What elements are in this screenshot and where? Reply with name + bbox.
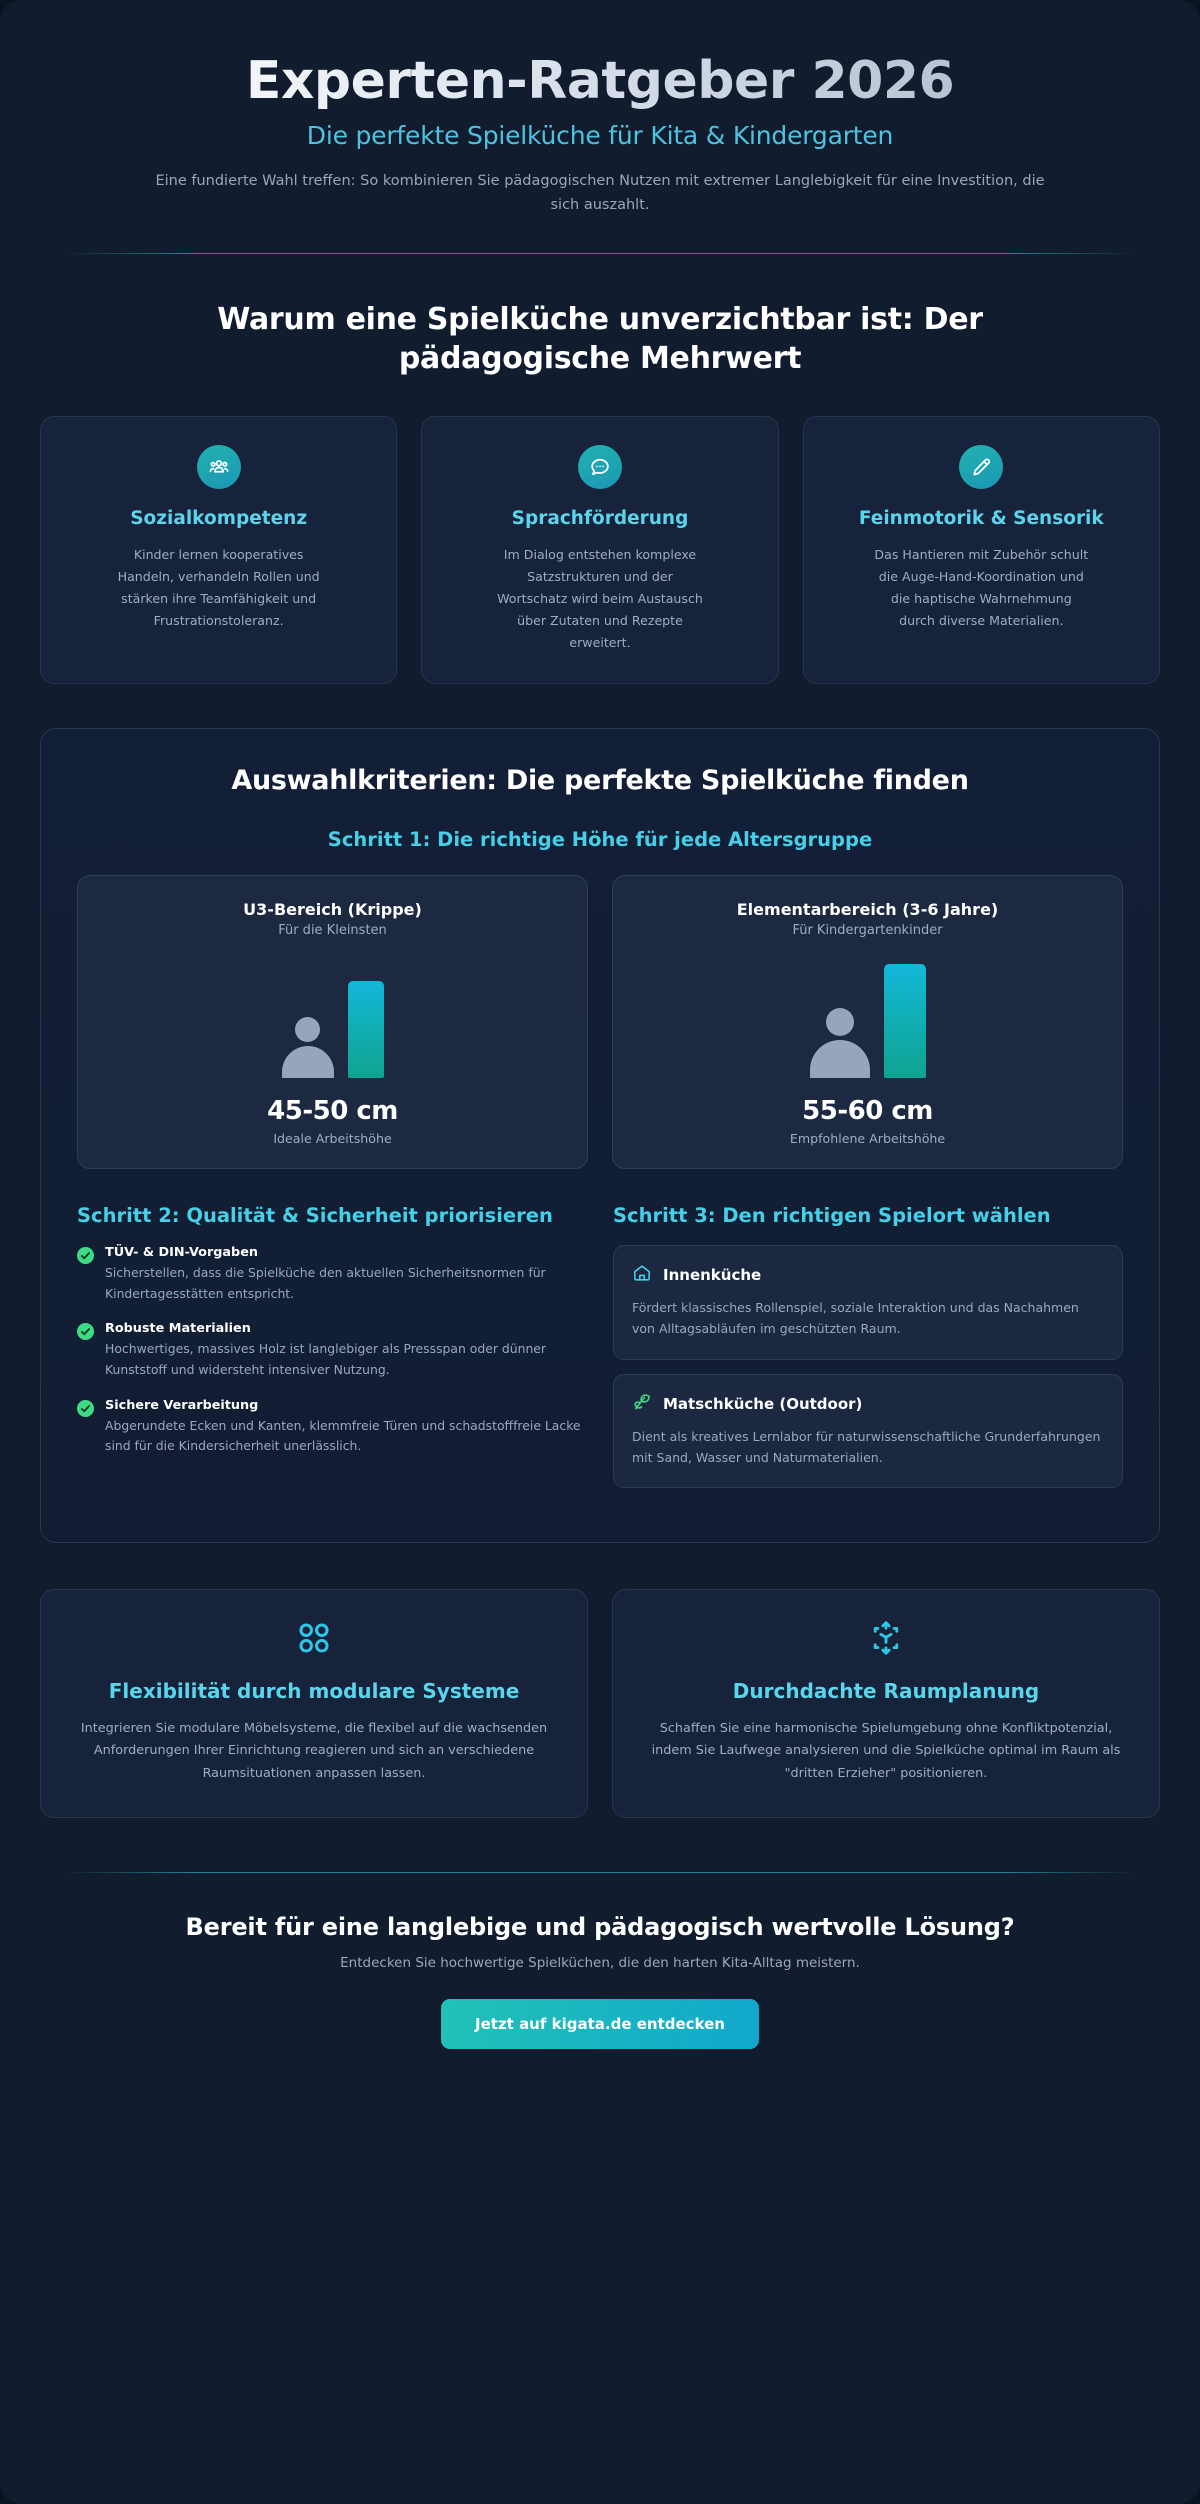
feature-card-flexibilitaet: Flexibilität durch modulare Systeme Inte… [40, 1589, 588, 1818]
height-card-visual [633, 964, 1102, 1079]
cta-divider [70, 1871, 1130, 1873]
benefit-card-text: Kinder lernen kooperatives Handeln, verh… [117, 546, 320, 628]
cta-section: Bereit für eine langlebige und pädagogis… [0, 1873, 1200, 2103]
location-card-text: Fördert klassisches Rollenspiel, soziale… [632, 1300, 1079, 1337]
quality-item-materialien: Robuste Materialien Hochwertiges, massiv… [77, 1321, 587, 1380]
height-card-caption: Ideale Arbeitshöhe [273, 1131, 392, 1147]
cta-subtitle: Entdecken Sie hochwertige Spielküchen, d… [340, 1954, 860, 1971]
quality-item-title: Robuste Materialien [105, 1321, 251, 1337]
quality-item-title: TÜV- & DIN-Vorgaben [105, 1245, 258, 1261]
height-card-visual [98, 964, 567, 1079]
benefit-card-feinmotorik: Feinmotorik & Sensorik Das Hantieren mit… [802, 416, 1160, 685]
step3-column: Schritt 3: Den richtigen Spielort wählen… [613, 1203, 1123, 1502]
location-card-text: Dient als kreatives Lernlabor für naturw… [632, 1428, 1101, 1465]
steps-2-3-row: Schritt 2: Qualität & Sicherheit prioris… [77, 1203, 1123, 1502]
step1-title: Schritt 1: Die richtige Höhe für jede Al… [327, 828, 873, 852]
leaf-sprout-icon [632, 1392, 652, 1416]
pencil-icon [959, 445, 1004, 490]
benefits-section-title: Warum eine Spielküche unverzichtbar ist:… [217, 302, 983, 377]
benefit-card-title: Feinmotorik & Sensorik [858, 508, 1104, 530]
height-card-u3: U3-Bereich (Krippe) Für die Kleinsten 45… [77, 875, 588, 1170]
location-card-matschkueche: Matschküche (Outdoor) Dient als kreative… [613, 1373, 1123, 1489]
height-card-elementar: Elementarbereich (3-6 Jahre) Für Kinderg… [612, 875, 1123, 1170]
hero-lead-text: Eine fundierte Wahl treffen: So kombinie… [155, 173, 1045, 213]
feature-card-text: Schaffen Sie eine harmonische Spielumgeb… [651, 1721, 1121, 1781]
benefit-card-title: Sozialkompetenz [130, 508, 308, 530]
page-title: Experten-Ratgeber 2026 [70, 52, 1130, 110]
check-circle-icon [77, 1247, 94, 1265]
hero-divider [70, 253, 1130, 255]
check-circle-icon [77, 1399, 94, 1417]
page-subtitle: Die perfekte Spielküche für Kita & Kinde… [306, 121, 894, 151]
benefit-card-sprachfoerderung: Sprachförderung Im Dialog entstehen komp… [421, 416, 779, 685]
benefit-card-title: Sprachförderung [511, 508, 689, 530]
feature-card-text: Integrieren Sie modulare Möbelsysteme, d… [80, 1721, 548, 1781]
location-card-title: Matschküche (Outdoor) [663, 1394, 863, 1413]
users-group-icon [196, 445, 241, 490]
height-card-value: 45-50 cm [267, 1096, 398, 1127]
feature-card-title: Durchdachte Raumplanung [732, 1679, 1040, 1704]
feature-card-grid: Flexibilität durch modulare Systeme Inte… [0, 1589, 1200, 1818]
step2-title: Schritt 2: Qualität & Sicherheit prioris… [77, 1204, 553, 1228]
benefit-card-sozialkompetenz: Sozialkompetenz Kinder lernen kooperativ… [40, 416, 398, 685]
criteria-title: Auswahlkriterien: Die perfekte Spielküch… [231, 765, 969, 797]
location-card-innenkueche: Innenküche Fördert klassisches Rollenspi… [613, 1245, 1123, 1360]
cta-button[interactable]: Jetzt auf kigata.de entdecken [441, 1998, 759, 2049]
height-card-title: U3-Bereich (Krippe) [243, 900, 422, 920]
quality-item-verarbeitung: Sichere Verarbeitung Abgerundete Ecken u… [77, 1398, 587, 1457]
feature-card-title: Flexibilität durch modulare Systeme [108, 1679, 520, 1704]
quality-item-title: Sichere Verarbeitung [105, 1397, 259, 1413]
cta-title: Bereit für eine langlebige und pädagogis… [185, 1912, 1015, 1941]
location-card-title: Innenküche [663, 1266, 762, 1285]
benefits-card-grid: Sozialkompetenz Kinder lernen kooperativ… [0, 416, 1200, 685]
child-figure-icon [809, 1008, 870, 1079]
height-card-subtitle: Für Kindergartenkinder [792, 923, 943, 939]
step2-column: Schritt 2: Qualität & Sicherheit prioris… [77, 1203, 587, 1502]
quality-item-text: Sicherstellen, dass die Spielküche den a… [105, 1265, 546, 1301]
benefit-card-text: Im Dialog entstehen komplexe Satzstruktu… [497, 546, 703, 650]
criteria-panel: Auswahlkriterien: Die perfekte Spielküch… [40, 728, 1160, 1544]
check-circle-icon [77, 1323, 94, 1341]
grid-four-circles-icon [296, 1620, 332, 1660]
height-comparison-chart: U3-Bereich (Krippe) Für die Kleinsten 45… [77, 875, 1123, 1170]
height-card-value: 55-60 cm [802, 1096, 933, 1127]
quality-item-text: Abgerundete Ecken und Kanten, klemmfreie… [105, 1417, 581, 1454]
feature-card-raumplanung: Durchdachte Raumplanung Schaffen Sie ein… [612, 1589, 1160, 1818]
hero-section: Experten-Ratgeber 2026 Die perfekte Spie… [0, 0, 1200, 217]
benefit-card-text: Das Hantieren mit Zubehör schult die Aug… [874, 546, 1089, 628]
height-bar [883, 964, 926, 1079]
height-bar [347, 981, 384, 1079]
height-card-caption: Empfohlene Arbeitshöhe [789, 1131, 946, 1147]
height-card-subtitle: Für die Kleinsten [278, 923, 387, 939]
speech-bubble-icon [577, 445, 622, 490]
quality-item-text: Hochwertiges, massives Holz ist langlebi… [105, 1341, 547, 1377]
home-icon [632, 1263, 652, 1287]
3d-space-planning-icon [868, 1620, 904, 1660]
quality-item-tuev: TÜV- & DIN-Vorgaben Sicherstellen, dass … [77, 1245, 587, 1304]
step3-title: Schritt 3: Den richtigen Spielort wählen [613, 1204, 1051, 1228]
child-figure-icon [281, 1017, 334, 1079]
height-card-title: Elementarbereich (3-6 Jahre) [736, 900, 999, 920]
